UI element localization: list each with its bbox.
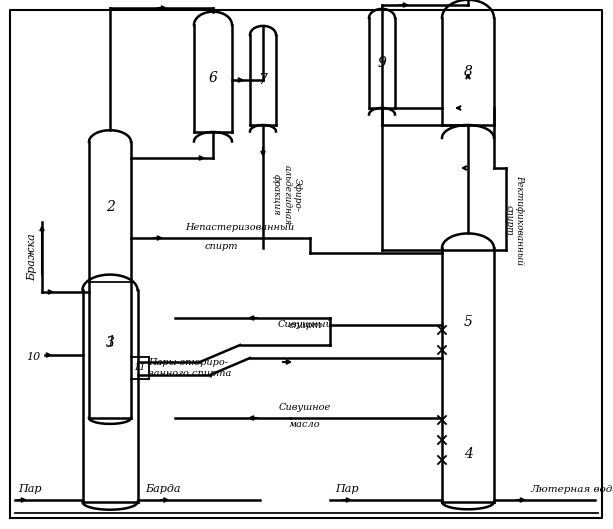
Text: Лютерная вода: Лютерная вода (530, 485, 613, 494)
Text: 8: 8 (463, 65, 473, 78)
Text: Бражка: Бражка (27, 233, 37, 281)
Text: Сивушное: Сивушное (279, 403, 331, 412)
Text: Ректификованный
спирт: Ректификованный спирт (504, 175, 524, 265)
Text: 9: 9 (378, 56, 386, 70)
Text: 1: 1 (105, 335, 115, 349)
Text: спирт: спирт (288, 321, 322, 330)
Text: Пары эпюриро-
ванного спирта: Пары эпюриро- ванного спирта (148, 358, 231, 378)
Text: Эфиро-
альдегидная
фракция: Эфиро- альдегидная фракция (272, 165, 302, 225)
Text: Пар: Пар (335, 484, 359, 494)
Text: Пар: Пар (18, 484, 42, 494)
Text: 3: 3 (105, 336, 115, 350)
Text: 7: 7 (259, 73, 267, 87)
Text: 2: 2 (105, 200, 115, 214)
Text: Непастеризованный: Непастеризованный (185, 223, 294, 232)
Text: Сивушный: Сивушный (278, 320, 332, 329)
Text: масло: масло (289, 420, 321, 429)
Text: 11: 11 (134, 363, 147, 372)
Text: Барда: Барда (145, 484, 180, 494)
Text: 6: 6 (208, 71, 218, 86)
Text: 4: 4 (463, 446, 473, 461)
Text: 10: 10 (26, 352, 40, 362)
Text: 5: 5 (463, 315, 473, 329)
Text: спирт: спирт (205, 242, 238, 251)
